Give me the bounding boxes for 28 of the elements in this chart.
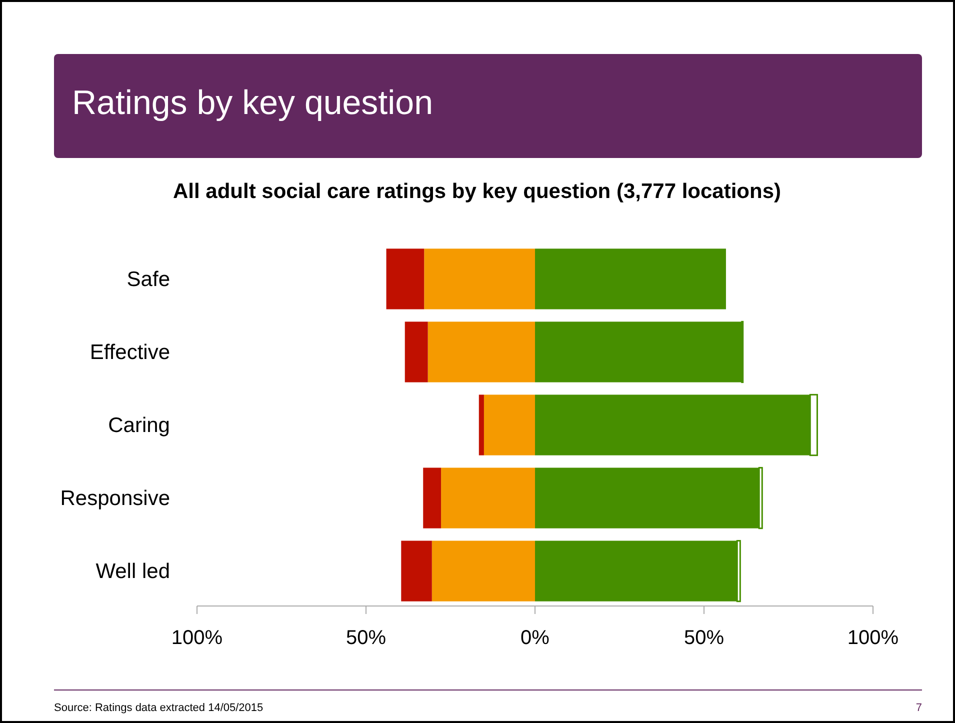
x-tick-label: 100% <box>171 627 223 649</box>
x-tick-label: 50% <box>684 627 724 649</box>
bar <box>535 248 726 310</box>
bar <box>535 540 738 602</box>
y-tick-label: Caring <box>108 414 170 437</box>
x-tick-label: 50% <box>346 627 386 649</box>
x-tick-label: 100% <box>847 627 899 649</box>
y-tick-label: Effective <box>90 340 170 364</box>
chart-title: Ratings by key question <box>72 84 433 122</box>
bar <box>535 468 760 528</box>
bar <box>423 468 442 528</box>
bar <box>428 322 535 382</box>
y-tick-label: Responsive <box>60 487 170 510</box>
bar <box>484 394 535 456</box>
bar <box>386 248 424 310</box>
bar <box>432 540 535 602</box>
chart-subtitle: All adult social care ratings by key question (3,777 locations) <box>172 180 782 203</box>
bar <box>535 322 742 382</box>
bar <box>441 468 535 528</box>
bar <box>404 322 428 382</box>
text: 7 <box>916 702 922 714</box>
bar <box>424 248 535 310</box>
source-note: Source: Ratings data extracted 14/05/2015 <box>54 702 264 714</box>
bar <box>401 540 432 602</box>
bar <box>478 394 484 456</box>
x-tick-label: 0% <box>520 627 550 649</box>
y-tick-label: Well led <box>96 560 170 584</box>
y-tick-label: Safe <box>126 268 170 291</box>
